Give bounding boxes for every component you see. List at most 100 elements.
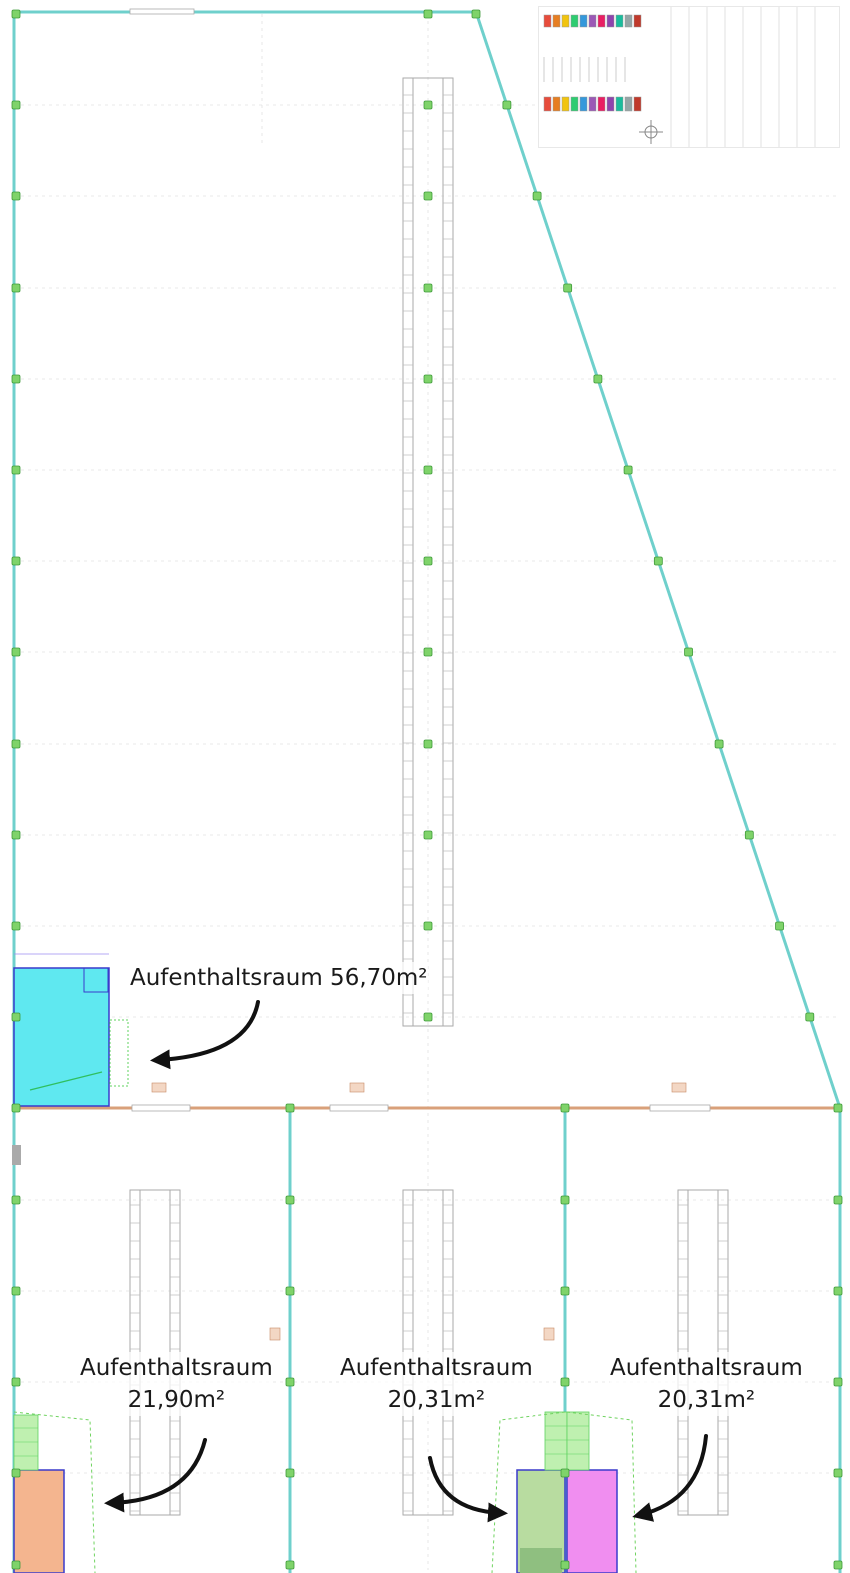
- legend-swatches-mid: [543, 96, 642, 112]
- grid-lines: [14, 14, 840, 1570]
- column-marker: [833, 1286, 843, 1296]
- arrow-main-room: [150, 1000, 260, 1070]
- column-marker: [532, 191, 542, 201]
- racking-upper-slots: [403, 94, 453, 1014]
- column-marker: [423, 1012, 433, 1022]
- column-marker: [11, 9, 21, 19]
- column-marker: [471, 9, 481, 19]
- legend-swatch: [579, 14, 588, 28]
- column-marker: [285, 1560, 295, 1570]
- column-marker: [744, 830, 754, 840]
- column-marker: [423, 191, 433, 201]
- north-arrow-icon: [639, 120, 663, 144]
- callout-main-room: Aufenthaltsraum 56,70m²: [130, 962, 428, 995]
- legend-swatch: [561, 14, 570, 28]
- column-marker: [560, 1468, 570, 1478]
- legend-swatch: [543, 14, 552, 28]
- room-c: [566, 1411, 637, 1573]
- column-marker: [805, 1012, 815, 1022]
- column-marker: [11, 647, 21, 657]
- room-b: [491, 1411, 568, 1573]
- column-marker: [560, 1377, 570, 1387]
- column-marker: [423, 556, 433, 566]
- callout-room-c-line2: 20,31m²: [657, 1387, 756, 1414]
- column-marker: [285, 1286, 295, 1296]
- callout-room-a-line1: Aufenthaltsraum: [80, 1355, 273, 1381]
- column-marker: [11, 739, 21, 749]
- column-marker: [714, 739, 724, 749]
- callout-main-room-text: Aufenthaltsraum 56,70m²: [130, 965, 428, 991]
- legend-graphic: [543, 7, 816, 147]
- legend-panel: [538, 6, 840, 148]
- callout-room-b: Aufenthaltsraum 20,31m²: [340, 1352, 533, 1417]
- column-marker: [423, 100, 433, 110]
- room-a: [13, 1411, 96, 1573]
- legend-swatch: [633, 14, 642, 28]
- column-marker: [623, 465, 633, 475]
- column-marker: [11, 921, 21, 931]
- column-marker: [423, 921, 433, 931]
- legend-swatch: [624, 14, 633, 28]
- column-marker: [560, 1286, 570, 1296]
- column-marker: [11, 556, 21, 566]
- column-marker: [423, 9, 433, 19]
- legend-swatch: [543, 96, 552, 112]
- callout-room-c: Aufenthaltsraum 20,31m²: [610, 1352, 803, 1417]
- column-marker: [563, 283, 573, 293]
- column-marker: [833, 1195, 843, 1205]
- column-marker: [11, 1560, 21, 1570]
- door-openings: [131, 1104, 711, 1112]
- lower-hall-outline: [12, 1106, 842, 1573]
- column-marker: [11, 1377, 21, 1387]
- column-marker: [560, 1195, 570, 1205]
- room-main: [12, 953, 129, 1165]
- column-marker: [11, 1195, 21, 1205]
- column-markers: [11, 9, 843, 1570]
- legend-swatch: [606, 14, 615, 28]
- legend-swatch: [597, 96, 606, 112]
- legend-swatch: [552, 96, 561, 112]
- title-block-columns: [670, 7, 816, 147]
- column-marker: [285, 1468, 295, 1478]
- legend-swatch: [570, 14, 579, 28]
- column-marker: [423, 465, 433, 475]
- column-marker: [775, 921, 784, 931]
- legend-swatch: [588, 14, 597, 28]
- legend-swatch: [615, 96, 624, 112]
- column-marker: [11, 1103, 21, 1113]
- column-marker: [285, 1377, 295, 1387]
- column-marker: [285, 1195, 295, 1205]
- column-marker: [833, 1377, 843, 1387]
- column-marker: [285, 1103, 295, 1113]
- legend-swatches-top: [543, 14, 642, 28]
- arrow-room-b: [428, 1456, 508, 1523]
- column-marker: [11, 100, 21, 110]
- column-marker: [423, 830, 433, 840]
- legend-swatch: [552, 14, 561, 28]
- column-marker: [423, 374, 433, 384]
- legend-swatch: [579, 96, 588, 112]
- column-marker: [423, 647, 433, 657]
- column-marker: [11, 191, 21, 201]
- column-marker: [833, 1560, 843, 1570]
- column-marker: [502, 100, 512, 110]
- legend-text-lines: [543, 57, 626, 82]
- legend-swatch: [597, 14, 606, 28]
- column-marker: [11, 1012, 21, 1022]
- legend-swatch: [588, 96, 597, 112]
- legend-swatch: [624, 96, 633, 112]
- column-marker: [423, 283, 433, 293]
- column-marker: [11, 1286, 21, 1296]
- column-marker: [560, 1560, 570, 1570]
- column-marker: [833, 1103, 843, 1113]
- gate-marker: [129, 8, 195, 15]
- column-marker: [423, 739, 433, 749]
- column-marker: [653, 556, 663, 566]
- door-tags: [151, 1082, 687, 1341]
- callout-room-a-line2: 21,90m²: [127, 1387, 226, 1414]
- racking-upper: [402, 77, 454, 1027]
- column-marker: [593, 374, 603, 384]
- legend-swatch: [633, 96, 642, 112]
- callout-room-b-line1: Aufenthaltsraum: [340, 1355, 533, 1381]
